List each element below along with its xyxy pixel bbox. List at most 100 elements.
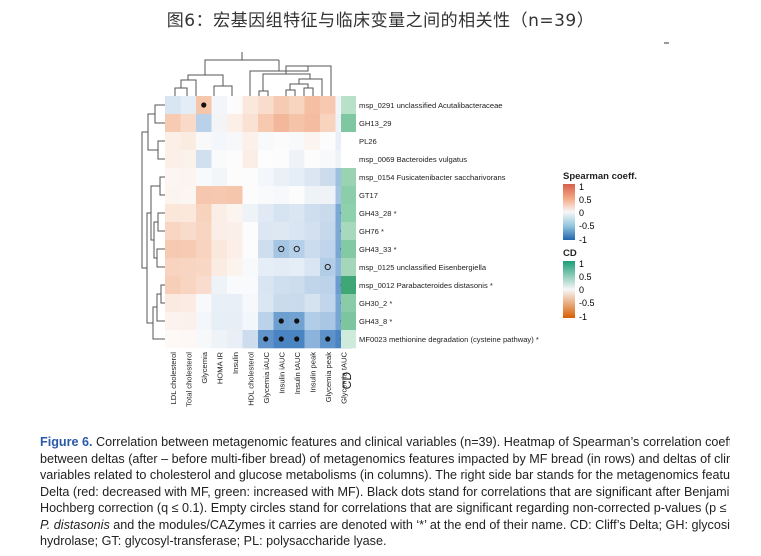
heatmap-cell xyxy=(165,258,181,277)
significance-dot xyxy=(201,102,207,108)
cd-cell xyxy=(341,150,356,169)
heatmap-cell xyxy=(196,276,212,295)
significance-dot xyxy=(278,318,284,324)
heatmap-cell xyxy=(242,96,259,115)
heatmap-cell xyxy=(211,114,228,133)
heatmap-cell xyxy=(242,294,259,313)
corner-mark xyxy=(664,42,669,44)
heatmap-cell xyxy=(165,150,181,169)
nominal-significance-circle xyxy=(324,263,331,271)
heatmap-cell xyxy=(320,294,336,313)
heatmap-cell xyxy=(165,96,181,115)
heatmap-cell xyxy=(273,222,290,241)
heatmap-cell xyxy=(258,276,274,295)
caption-line: Delta (red: decreased with MF, green: in… xyxy=(40,484,730,499)
significance-dot xyxy=(294,336,300,342)
row-label: GH43_28 * xyxy=(359,209,397,218)
cd-cell xyxy=(341,204,356,223)
heatmap-cell xyxy=(196,294,212,313)
cd-gradient xyxy=(563,261,575,318)
cd-cell xyxy=(341,114,356,133)
row-label: msp_0154 Fusicatenibacter saccharivorans xyxy=(359,173,506,182)
column-label: Insulin xyxy=(231,352,240,374)
heatmap-cell xyxy=(242,312,259,331)
cd-cell xyxy=(341,96,356,115)
heatmap-cell xyxy=(165,204,181,223)
heatmap-cell xyxy=(196,312,212,331)
heatmap-cell xyxy=(180,204,197,223)
caption-line: between deltas (after – before multi-fib… xyxy=(40,451,730,466)
heatmap xyxy=(165,96,352,349)
heatmap-cell xyxy=(258,96,274,115)
heatmap-cell xyxy=(227,204,243,223)
heatmap-cell xyxy=(304,114,321,133)
heatmap-cell xyxy=(242,204,259,223)
column-label: Glycemia iAUC xyxy=(262,351,271,403)
row-label: MF0023 methionine degradation (cysteine … xyxy=(359,335,539,344)
nominal-significance-circle xyxy=(293,245,300,253)
heatmap-cell xyxy=(211,132,228,151)
caption-text: Correlation between metagenomic features… xyxy=(92,435,730,449)
caption-line: variables related to cholesterol and glu… xyxy=(40,468,730,482)
row-label: GH43_33 * xyxy=(359,245,397,254)
heatmap-cell xyxy=(165,330,181,349)
figure-label: Figure 6. xyxy=(40,435,93,449)
heatmap-cell xyxy=(211,204,228,223)
heatmap-cell xyxy=(165,114,181,133)
cliffs-delta-bar xyxy=(341,96,356,349)
column-label: Glycemia xyxy=(200,351,209,383)
heatmap-cell xyxy=(289,150,305,169)
heatmap-cell xyxy=(227,168,243,187)
heatmap-cell xyxy=(211,240,228,259)
heatmap-cell xyxy=(180,276,197,295)
column-label: Insulin peak xyxy=(308,352,317,393)
heatmap-cell xyxy=(242,114,259,133)
heatmap-cell xyxy=(289,258,305,277)
heatmap-cell xyxy=(273,150,290,169)
heatmap-cell xyxy=(289,294,305,313)
column-label: LDL cholesterol xyxy=(169,352,178,405)
heatmap-cell xyxy=(180,312,197,331)
row-label: GH13_29 xyxy=(359,119,392,128)
column-label: Insulin tAUC xyxy=(293,351,302,394)
cd-cell xyxy=(341,258,356,277)
figure-caption: Figure 6. Correlation between metagenomi… xyxy=(40,434,730,550)
column-label: Insulin iAUC xyxy=(277,351,286,393)
heatmap-cell xyxy=(196,258,212,277)
spearman-tick: -1 xyxy=(579,235,587,245)
heatmap-cell xyxy=(211,168,228,187)
spearman-gradient xyxy=(563,184,575,240)
cd-cell xyxy=(341,222,356,241)
heatmap-cell xyxy=(320,168,336,187)
heatmap-cell xyxy=(273,132,290,151)
spearman-legend-title: Spearman coeff. xyxy=(563,171,637,182)
heatmap-cell xyxy=(165,294,181,313)
nominal-significance-circle xyxy=(278,245,285,253)
cd-tick: 0.5 xyxy=(579,272,592,282)
heatmap-cell xyxy=(320,132,336,151)
heatmap-cell xyxy=(227,222,243,241)
heatmap-cell xyxy=(165,186,181,205)
heatmap-cell xyxy=(304,168,321,187)
heatmap-cell xyxy=(180,168,197,187)
heatmap-cell xyxy=(165,168,181,187)
heatmap-cell xyxy=(165,240,181,259)
heatmap-cell xyxy=(180,240,197,259)
row-label: msp_0069 Bacteroides vulgatus xyxy=(359,155,467,164)
spearman-tick: -0.5 xyxy=(579,221,595,231)
spearman-tick: 0.5 xyxy=(579,195,592,205)
heatmap-cell xyxy=(304,150,321,169)
row-labels: msp_0291 unclassified Acutalibacteraceae… xyxy=(359,101,539,344)
heatmap-cell xyxy=(258,258,274,277)
row-label: GH76 * xyxy=(359,227,384,236)
cd-cell xyxy=(341,294,356,313)
cd-tick: -0.5 xyxy=(579,298,595,308)
heatmap-cell xyxy=(289,222,305,241)
heatmap-cell xyxy=(196,132,212,151)
significance-dot xyxy=(263,336,269,342)
heatmap-cell xyxy=(289,204,305,223)
heatmap-cell xyxy=(273,204,290,223)
heatmap-cell xyxy=(273,294,290,313)
heatmap-cell xyxy=(242,276,259,295)
heatmap-cell xyxy=(304,276,321,295)
